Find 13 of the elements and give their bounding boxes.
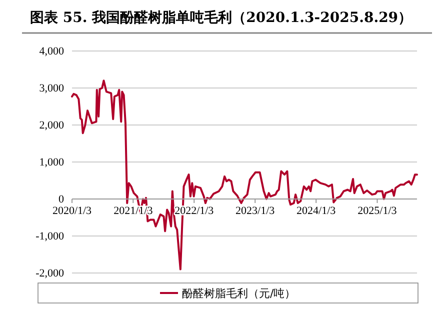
y-tick-label: 3,000 [39,82,64,95]
y-tick-label: -1,000 [36,230,64,243]
x-tick-label: 2025/1/3 [358,204,398,217]
x-tick-label: 2024/1/3 [296,204,336,217]
y-tick-label: 1,000 [39,156,64,169]
y-tick-label: 2,000 [39,120,64,132]
x-tick-label: 2023/1/3 [236,204,276,217]
chart-title: 图表 55. 我国酚醛树脂单吨毛利（2020.1.3-2025.8.29） [30,9,412,26]
x-tick-label: 2020/1/3 [52,204,92,217]
y-tick-label: -2,000 [36,268,64,280]
legend-label: 酚醛树脂毛利（元/吨） [182,287,296,300]
y-tick-label: 4,000 [39,46,64,58]
y-tick-label: 0 [58,194,64,206]
